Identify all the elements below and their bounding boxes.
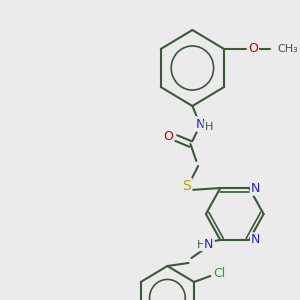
Text: H: H [197,240,205,250]
Text: H: H [205,122,213,132]
Text: O: O [164,130,173,142]
Text: N: N [251,233,261,247]
Text: N: N [204,238,214,251]
Text: Cl: Cl [213,268,225,281]
Text: N: N [251,182,261,194]
Text: CH₃: CH₃ [277,44,298,54]
Text: S: S [182,179,191,193]
Text: O: O [248,43,258,56]
Text: N: N [195,118,205,130]
